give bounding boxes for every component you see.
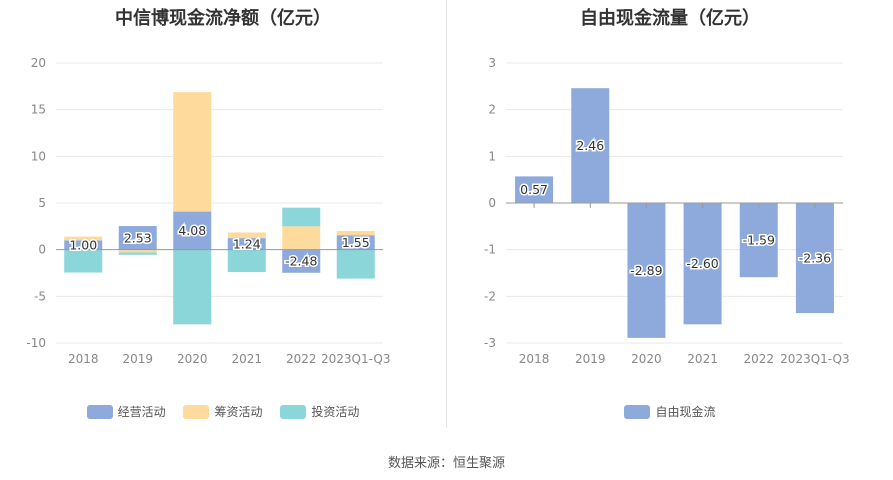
data-label-fcf: 2.46 [576,138,604,153]
legend-swatch-investing [280,404,307,419]
bar-financing [336,231,375,236]
data-label-fcf: -1.59 [743,233,775,248]
data-label-fcf: -2.36 [799,251,831,266]
legend-label: 筹资活动 [214,405,263,419]
legend-label: 投资活动 [311,405,360,419]
bar-fcf [571,88,610,203]
bar-fcf [683,203,722,325]
y-tick-label: 15 [31,103,46,117]
x-tick-label: 2019 [575,352,606,366]
data-label-operating: 1.00 [69,238,97,253]
y-tick-label: -3 [484,336,496,350]
chart-legend: 经营活动 筹资活动 投资活动 [0,403,446,422]
fcf-chart: 3 2 1 0 -1 -2 -3 2018 2019 2020 2021 2022 2023Q1-Q3 0… [484,56,850,366]
y-tick-label: 0 [38,243,46,257]
x-tick-label: 2019 [122,352,153,366]
bar-financing [173,92,212,212]
bar-fcf [739,203,778,278]
bar-operating [336,235,375,250]
y-tick-label: 3 [488,56,496,70]
bar-fcf [795,203,834,314]
y-tick-label: 20 [31,56,46,70]
bar-investing [282,207,321,227]
bar-operating [227,238,266,250]
data-label-operating: 4.08 [178,223,206,238]
data-label-operating: -2.48 [285,254,317,269]
y-tick-label: 1 [488,149,496,163]
bar-investing [227,249,266,273]
source-note: 数据来源：恒生聚源 [387,456,505,471]
y-tick-label: -2 [484,289,496,303]
data-label-fcf: 0.57 [520,182,548,197]
x-tick-label: 2021 [687,352,718,366]
y-tick-label: 0 [488,196,496,210]
data-label-operating: 2.53 [124,230,152,245]
x-tick-label: 2020 [177,352,208,366]
legend-swatch-operating [86,404,113,419]
bar-investing [336,249,375,279]
cashflow-chart: 20 15 10 5 0 -5 -10 2018 2019 2020 2021 2022 2023Q1-… [26,56,390,366]
y-tick-label: -10 [26,336,46,350]
bar-operating [64,240,103,250]
legend-item-operating[interactable]: 经营活动 [86,403,166,420]
bar-investing [118,252,157,255]
legend-item-fcf[interactable]: 自由现金流 [624,403,716,420]
y-tick-label: -1 [484,243,496,257]
bar-investing [64,249,103,273]
data-label-fcf: -2.89 [630,263,662,278]
legend-item-investing[interactable]: 投资活动 [280,403,359,420]
y-tick-label: 2 [488,103,496,117]
x-tick-label: 2023Q1-Q3 [780,352,849,366]
panel-divider [446,0,447,428]
legend-item-financing[interactable]: 筹资活动 [183,403,263,420]
bar-financing [64,236,103,241]
cashflow-chart-panel: 中信博现金流净额（亿元） 20 15 10 5 0 -5 -10 2018 2019 2020 20… [0,0,446,430]
x-tick-label: 2021 [231,352,262,366]
bar-investing [173,249,212,325]
y-tick-label: 10 [31,149,46,163]
bar-financing [118,249,157,253]
bar-operating [282,249,321,273]
fcf-chart-panel: 自由现金流量（亿元） 3 2 1 0 -1 -2 -3 2018 2019 2020 2021 202… [447,0,893,430]
x-tick-label: 2018 [68,352,99,366]
chart-legend: 自由现金流 [447,403,893,422]
y-tick-label: -5 [34,289,46,303]
bar-fcf [515,176,554,203]
x-tick-label: 2023Q1-Q3 [321,352,390,366]
bar-financing [227,232,266,239]
bar-operating [118,226,157,250]
data-label-operating: 1.24 [233,236,261,251]
chart-title: 自由现金流量（亿元） [580,8,760,29]
legend-label: 自由现金流 [655,405,716,419]
legend-swatch-financing [183,404,210,419]
bar-fcf [627,203,666,338]
x-tick-label: 2018 [519,352,550,366]
x-tick-label: 2022 [743,352,774,366]
legend-swatch-fcf [624,404,651,419]
y-tick-label: 5 [38,196,46,210]
data-label-operating: 1.55 [342,235,370,250]
legend-label: 经营活动 [117,405,166,419]
bar-financing [282,226,321,250]
data-label-fcf: -2.60 [686,256,718,271]
x-tick-label: 2022 [286,352,317,366]
bar-operating [173,211,212,250]
x-tick-label: 2020 [631,352,662,366]
chart-title: 中信博现金流净额（亿元） [115,8,331,29]
